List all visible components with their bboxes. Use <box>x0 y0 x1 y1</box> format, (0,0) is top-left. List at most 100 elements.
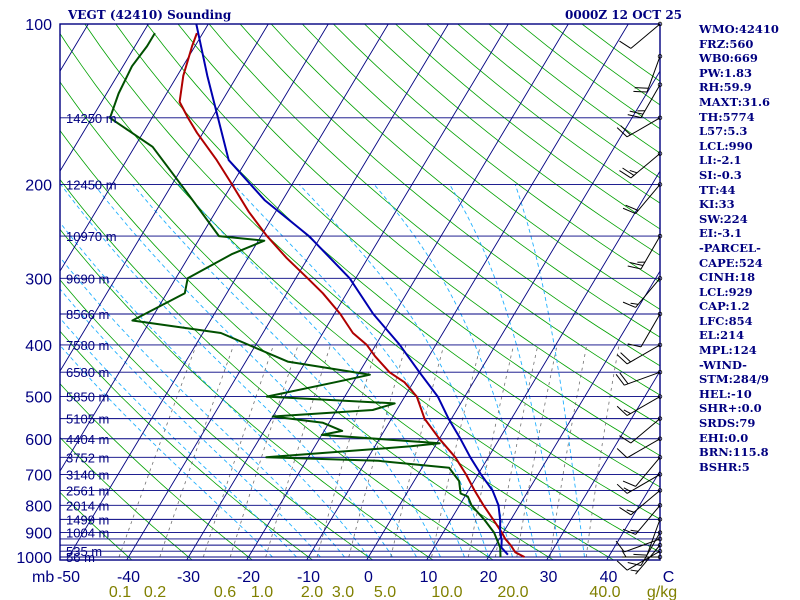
height-label: 7580 m <box>66 338 109 353</box>
index-item: SI:-0.3 <box>699 167 742 182</box>
index-item: TH:5774 <box>699 109 755 124</box>
wind-barb <box>627 233 663 270</box>
pressure-tick-label: 200 <box>25 177 52 194</box>
dry-adiabat-line <box>60 383 253 560</box>
dry-adiabat-line <box>60 330 314 560</box>
pressure-tick-label: 400 <box>25 338 52 355</box>
index-item: EHI:0.0 <box>699 430 749 445</box>
isotherm-line <box>126 24 449 560</box>
pressure-tick-label: 900 <box>25 526 52 543</box>
isotherm-line <box>60 24 269 373</box>
wind-barb <box>619 151 663 179</box>
dry-adiabat-line <box>60 129 555 560</box>
height-label: 1004 m <box>66 526 109 541</box>
index-item: TT:44 <box>699 182 736 197</box>
sounding-profiles <box>109 24 525 558</box>
moist-adiabat-line <box>93 184 417 558</box>
index-item: EL:214 <box>699 328 745 343</box>
plot-frame <box>59 23 661 561</box>
index-item: EI:-3.1 <box>699 226 743 241</box>
index-item: LFC:854 <box>699 313 753 328</box>
temperature-tick-label: 40 <box>600 569 618 586</box>
height-label: 1499 m <box>66 512 109 527</box>
height-label: 8566 m <box>66 307 109 322</box>
index-item: MPL:124 <box>699 343 757 358</box>
wind-barb <box>627 311 663 348</box>
wind-barb <box>616 115 663 138</box>
height-label: 56 m <box>66 550 95 565</box>
index-item: KI:33 <box>699 197 735 212</box>
mixing-ratio-tick-label: 5.0 <box>374 584 396 600</box>
mixing-ratio-tick-label: 10.0 <box>431 584 462 600</box>
index-item: LI:-2.1 <box>699 153 742 168</box>
isotherm-line <box>546 370 660 560</box>
index-item: CAPE:524 <box>699 255 763 270</box>
wind-barbs <box>615 21 663 575</box>
pressure-tick-label: 700 <box>25 467 52 484</box>
height-label: 535 m <box>66 544 102 559</box>
isotherm-line <box>366 70 660 560</box>
temperature-tick-label: -50 <box>57 569 80 586</box>
wind-barb <box>633 54 663 93</box>
isotherm-line <box>60 24 329 473</box>
height-label: 3752 m <box>66 450 109 465</box>
index-item: SRDS:79 <box>699 416 756 431</box>
isotherm-line <box>60 24 209 273</box>
dry-adiabat-line <box>146 24 660 457</box>
wind-barb <box>615 369 663 386</box>
isotherm-line <box>426 170 660 560</box>
parcel-path-line <box>195 24 509 556</box>
valid-time: 0000Z 12 OCT 25 <box>565 8 683 22</box>
height-label: 9690 m <box>66 271 109 286</box>
height-label: 5850 m <box>66 390 109 405</box>
dry-adiabat-line <box>84 24 660 520</box>
dry-adiabat-line <box>239 24 660 367</box>
dry-adiabat-line <box>302 24 660 310</box>
mixing-ratio-tick-label: 40.0 <box>589 584 620 600</box>
isotherm-line <box>246 24 569 560</box>
station-title: VEGT (42410) Sounding <box>68 8 232 22</box>
index-item: SHR+:0.0 <box>699 401 762 416</box>
dry-adiabat-line <box>364 24 660 256</box>
pressure-tick-label: 300 <box>25 271 52 288</box>
temperature-tick-label: 30 <box>540 569 558 586</box>
dewpoint-profile-line <box>109 32 502 558</box>
index-item: SW:224 <box>699 211 748 226</box>
wind-barb <box>619 488 663 516</box>
wind-barb <box>616 472 663 494</box>
mixing-ratio-unit-label: g/kg <box>647 584 677 600</box>
mixing-ratio-tick-label: 2.0 <box>301 584 323 600</box>
temperature-tick-label: 10 <box>420 569 438 586</box>
wind-barb <box>619 21 663 49</box>
height-label: 14250 m <box>66 111 117 126</box>
index-item: L57:5.3 <box>699 124 748 139</box>
dry-adiabat-line <box>333 24 660 283</box>
index-item: LCL:929 <box>699 284 753 299</box>
height-label: 4404 m <box>66 432 109 447</box>
mixing-ratio-tick-label: 1.0 <box>251 584 273 600</box>
index-item: CAP:1.2 <box>699 299 750 314</box>
mixing-ratio-tick-label: 3.0 <box>332 584 354 600</box>
temperature-tick-label: -30 <box>177 569 200 586</box>
height-label: 6580 m <box>66 365 109 380</box>
wind-barb <box>622 503 663 535</box>
wind-barb <box>615 536 663 553</box>
temperature-tick-label: -20 <box>237 569 260 586</box>
pressure-tick-label: 1000 <box>16 550 52 567</box>
height-label: 2561 m <box>66 483 109 498</box>
index-item: -PARCEL- <box>699 240 761 255</box>
index-item: MAXT:31.6 <box>699 94 770 109</box>
pressure-tick-label: 100 <box>25 17 52 34</box>
height-label: 5105 m <box>66 412 109 427</box>
wind-barb <box>622 455 663 487</box>
index-item: BRN:115.8 <box>699 445 769 460</box>
index-item: FRZ:560 <box>699 36 754 51</box>
dry-adiabat-line <box>60 228 434 560</box>
pressure-tick-label: 600 <box>25 432 52 449</box>
dry-adiabat-line <box>208 24 660 396</box>
temperature-profile-line <box>178 32 525 558</box>
isotherm-line <box>66 24 389 560</box>
moist-adiabat-line <box>60 221 369 558</box>
moist-adiabat-line <box>132 184 441 558</box>
